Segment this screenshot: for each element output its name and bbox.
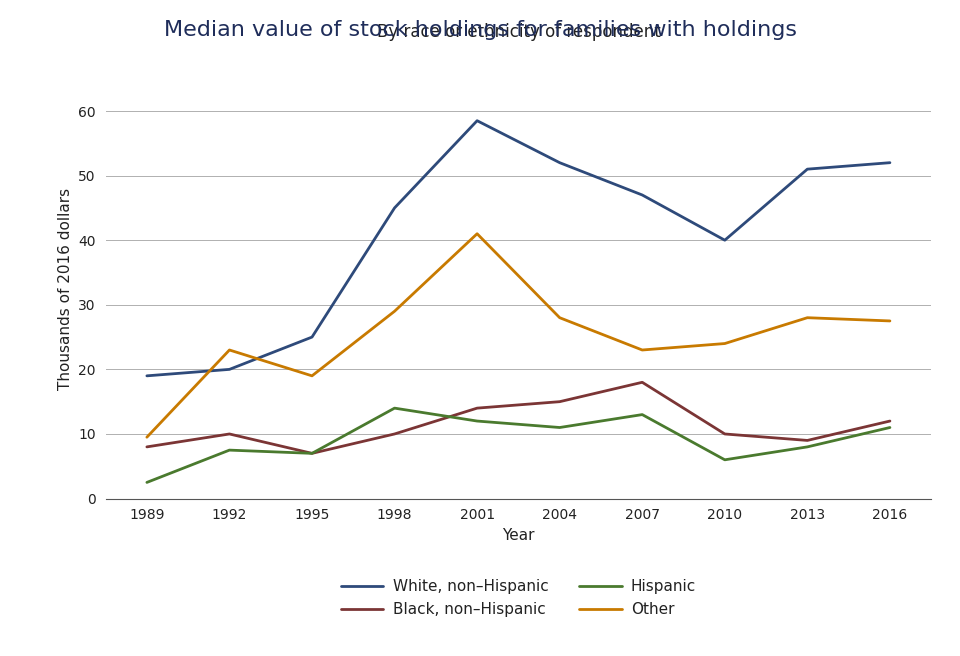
Other (389, 307, 400, 315)
Hispanic (636, 411, 648, 419)
Black, non–Hispanic (884, 417, 896, 425)
Other (141, 433, 153, 441)
Black, non–Hispanic (141, 443, 153, 451)
Other (306, 372, 318, 380)
Hispanic (719, 456, 731, 464)
White, non–Hispanic (306, 333, 318, 341)
Hispanic (141, 478, 153, 486)
Hispanic (554, 424, 565, 432)
Line: Black, non–Hispanic: Black, non–Hispanic (147, 382, 890, 453)
Hispanic (471, 417, 483, 425)
White, non–Hispanic (636, 191, 648, 199)
Y-axis label: Thousands of 2016 dollars: Thousands of 2016 dollars (58, 188, 73, 390)
Line: Hispanic: Hispanic (147, 408, 890, 482)
Text: Median value of stock holdings for families with holdings: Median value of stock holdings for famil… (163, 20, 797, 39)
X-axis label: Year: Year (502, 528, 535, 543)
Legend: White, non–Hispanic, Black, non–Hispanic, Hispanic, Other: White, non–Hispanic, Black, non–Hispanic… (335, 573, 702, 623)
Other (224, 346, 235, 354)
Other (719, 340, 731, 348)
Black, non–Hispanic (471, 404, 483, 412)
Other (554, 314, 565, 321)
Black, non–Hispanic (802, 436, 813, 444)
White, non–Hispanic (141, 372, 153, 380)
Other (884, 317, 896, 325)
White, non–Hispanic (554, 159, 565, 167)
Other (471, 230, 483, 237)
White, non–Hispanic (802, 165, 813, 173)
Black, non–Hispanic (224, 430, 235, 438)
White, non–Hispanic (884, 159, 896, 167)
Hispanic (389, 404, 400, 412)
Line: Other: Other (147, 234, 890, 437)
Other (636, 346, 648, 354)
Title: By race or ethnicity of respondent: By race or ethnicity of respondent (376, 23, 660, 41)
Hispanic (306, 449, 318, 457)
Other (802, 314, 813, 321)
Black, non–Hispanic (554, 398, 565, 405)
Line: White, non–Hispanic: White, non–Hispanic (147, 121, 890, 376)
White, non–Hispanic (719, 236, 731, 244)
White, non–Hispanic (224, 365, 235, 373)
Black, non–Hispanic (719, 430, 731, 438)
White, non–Hispanic (471, 117, 483, 125)
Hispanic (884, 424, 896, 432)
Black, non–Hispanic (389, 430, 400, 438)
Black, non–Hispanic (306, 449, 318, 457)
Hispanic (802, 443, 813, 451)
Black, non–Hispanic (636, 379, 648, 386)
Hispanic (224, 446, 235, 454)
White, non–Hispanic (389, 204, 400, 212)
